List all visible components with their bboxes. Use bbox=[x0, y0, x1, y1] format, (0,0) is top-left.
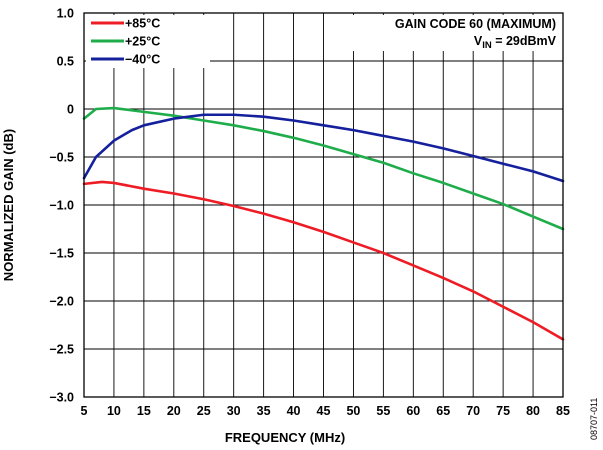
annotation-vin-value: = 29dBmV bbox=[492, 34, 557, 48]
plot-frame bbox=[83, 12, 564, 398]
x-tick-label: 50 bbox=[346, 404, 360, 418]
y-tick-label: −0.5 bbox=[49, 151, 74, 165]
x-tick-label: 55 bbox=[376, 404, 390, 418]
grid-lines bbox=[83, 12, 564, 398]
x-tick-label: 60 bbox=[406, 404, 420, 418]
legend-label: −40°C bbox=[125, 53, 160, 67]
x-tick-label: 45 bbox=[317, 404, 331, 418]
legend-label: +25°C bbox=[125, 35, 160, 49]
annotation-vin: VIN = 29dBmV bbox=[474, 34, 557, 51]
x-tick-label: 75 bbox=[496, 404, 510, 418]
x-tick-label: 30 bbox=[227, 404, 241, 418]
x-tick-label: 85 bbox=[556, 404, 570, 418]
x-tick-label: 35 bbox=[257, 404, 271, 418]
y-axis-ticks: 1.0 0.5 0 −0.5 −1.0 −1.5 −2.0 −2.5 −3.0 bbox=[49, 7, 74, 405]
y-tick-label: −1.5 bbox=[49, 247, 74, 261]
series-layer bbox=[82, 106, 565, 341]
legend: +85°C +25°C −40°C bbox=[86, 15, 210, 68]
y-tick-label: 0 bbox=[67, 103, 74, 117]
x-tick-label: 15 bbox=[137, 404, 151, 418]
x-tick-label: 5 bbox=[81, 404, 88, 418]
series-line-1 bbox=[82, 180, 565, 341]
y-tick-label: −3.0 bbox=[49, 391, 74, 405]
x-tick-label: 70 bbox=[466, 404, 480, 418]
x-tick-label: 20 bbox=[167, 404, 181, 418]
legend-label: +85°C bbox=[125, 17, 160, 31]
y-tick-label: −2.0 bbox=[49, 295, 74, 309]
y-tick-label: 1.0 bbox=[57, 7, 74, 21]
x-tick-label: 25 bbox=[197, 404, 211, 418]
y-tick-label: −1.0 bbox=[49, 199, 74, 213]
x-tick-label: 65 bbox=[436, 404, 450, 418]
x-tick-label: 80 bbox=[526, 404, 540, 418]
x-tick-label: 10 bbox=[107, 404, 121, 418]
annotation-vin-symbol: V bbox=[474, 34, 483, 48]
x-axis-label: FREQUENCY (MHz) bbox=[225, 430, 345, 445]
annotation-vin-subscript: IN bbox=[482, 40, 492, 51]
annotation-background bbox=[340, 15, 560, 51]
series-line-3 bbox=[82, 113, 565, 183]
y-tick-label: −2.5 bbox=[49, 343, 74, 357]
figure-id: 08707-011 bbox=[589, 398, 599, 440]
x-tick-label: 40 bbox=[287, 404, 301, 418]
y-axis-label: NORMALIZED GAIN (dB) bbox=[1, 129, 16, 281]
annotation-gain-code: GAIN CODE 60 (MAXIMUM) bbox=[395, 17, 556, 31]
x-axis-ticks: 5 10 15 20 25 30 35 40 45 50 55 60 65 70 75 80 85 bbox=[81, 404, 570, 418]
y-tick-label: 0.5 bbox=[57, 55, 74, 69]
series-line-2 bbox=[82, 106, 565, 231]
